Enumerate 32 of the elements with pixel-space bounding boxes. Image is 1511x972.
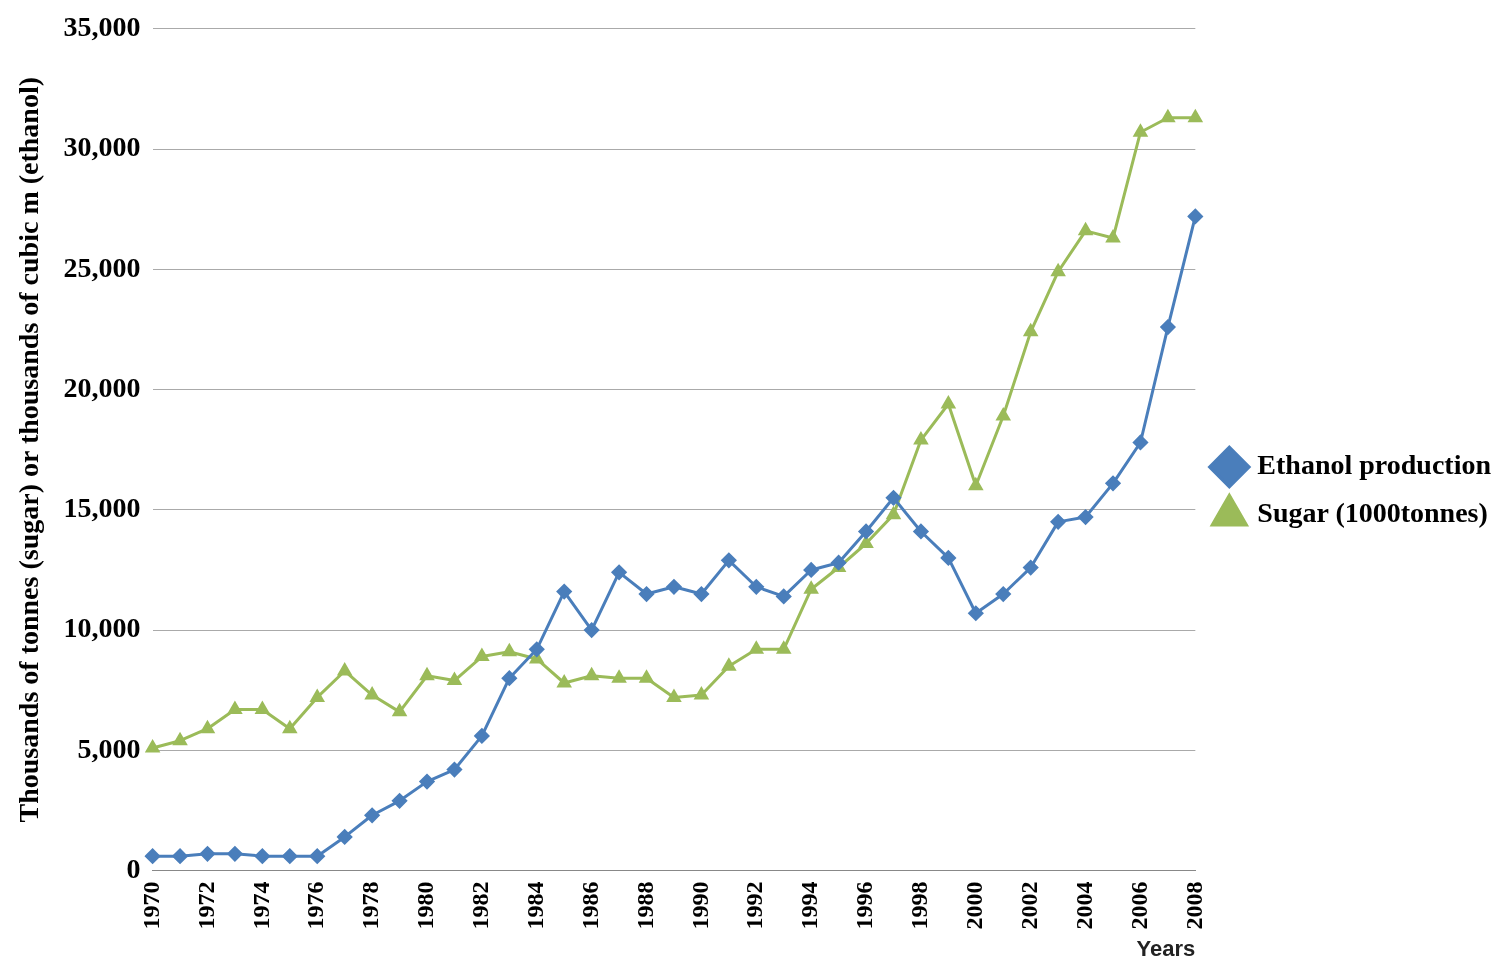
- x-tick-label: 1972: [192, 881, 219, 930]
- x-tick-label: 2002: [1015, 881, 1042, 930]
- x-tick-label: 1988: [631, 881, 658, 930]
- y-tick-label: 25,000: [63, 251, 141, 283]
- y-tick-label: 30,000: [63, 131, 141, 163]
- legend-label: Ethanol production: [1257, 449, 1492, 481]
- x-tick-label: 1994: [796, 881, 823, 930]
- x-tick-label: 1970: [137, 881, 164, 930]
- y-tick-label: 35,000: [63, 11, 141, 43]
- x-tick-label: 1996: [851, 881, 878, 930]
- legend-label: Sugar (1000tonnes): [1257, 497, 1488, 529]
- x-tick-label: 1984: [521, 881, 548, 930]
- y-axis-title: Thousands of tonnes (sugar) or thousands of cubic m (ethanol): [13, 76, 45, 823]
- x-axis-title: Years: [1136, 935, 1196, 961]
- x-tick-label: 2004: [1070, 881, 1097, 930]
- x-tick-label: 1976: [302, 881, 329, 930]
- x-tick-label: 1980: [412, 881, 439, 930]
- x-tick-label: 2008: [1180, 881, 1207, 930]
- y-tick-label: 0: [126, 852, 141, 884]
- y-tick-label: 20,000: [63, 371, 141, 403]
- x-tick-label: 2000: [961, 881, 988, 930]
- x-tick-label: 1978: [357, 881, 384, 930]
- y-tick-label: 5,000: [77, 732, 141, 764]
- y-tick-label: 10,000: [63, 612, 141, 644]
- x-tick-label: 1992: [741, 881, 768, 930]
- x-tick-label: 1990: [686, 881, 713, 930]
- x-tick-label: 1986: [576, 881, 603, 930]
- x-tick-label: 1982: [467, 881, 494, 930]
- y-tick-label: 15,000: [63, 492, 141, 524]
- x-tick-label: 1998: [906, 881, 933, 930]
- x-tick-label: 1974: [247, 881, 274, 930]
- x-tick-label: 2006: [1125, 881, 1152, 930]
